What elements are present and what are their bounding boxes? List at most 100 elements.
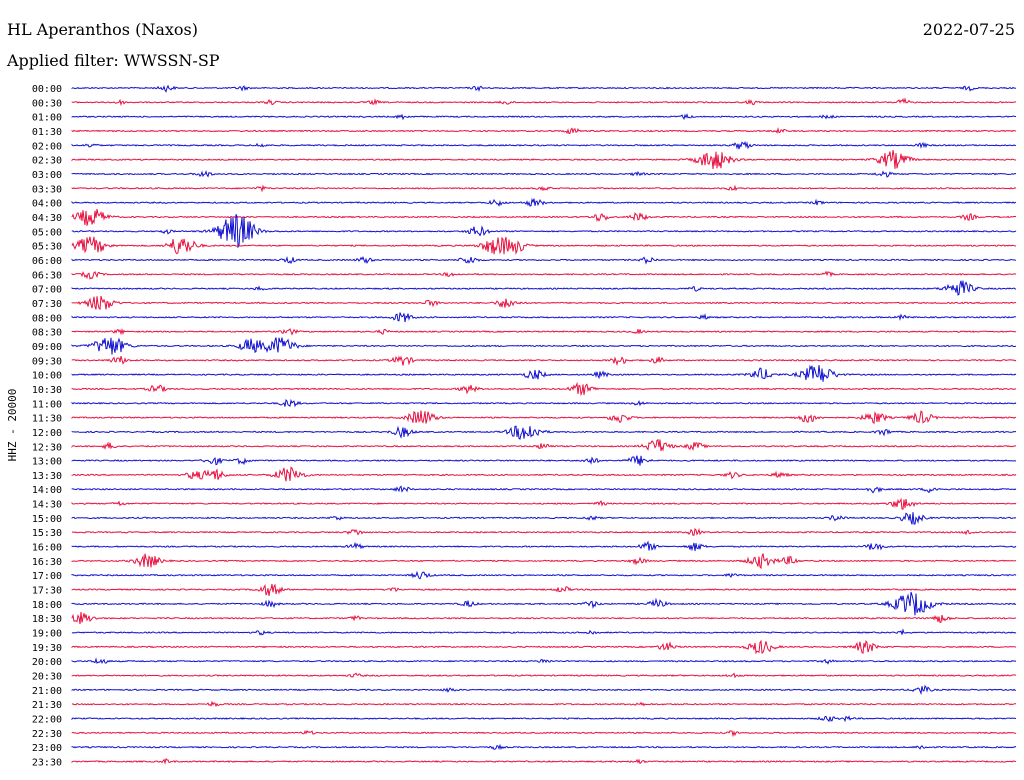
trace-label: 23:00 [32,743,62,754]
trace-waveform [71,312,1017,323]
trace-label: 05:00 [32,227,62,238]
trace-label: 09:00 [32,342,62,353]
trace-label: 19:30 [32,643,62,654]
trace-label: 07:00 [32,285,62,296]
trace-waveform [71,485,1017,494]
trace-waveform [71,466,1017,482]
trace-label: 01:00 [32,113,62,124]
trace-label: 22:00 [32,715,62,726]
trace-waveform [71,570,1017,580]
trace-label: 06:30 [32,270,62,281]
trace-waveform [71,280,1017,296]
trace-waveform [71,364,1017,382]
trace-label: 04:30 [32,213,62,224]
trace-waveform [71,700,1016,708]
trace-waveform [71,214,1017,249]
y-axis-label: HHZ - 20000 [6,389,19,462]
trace-waveform [71,497,1017,510]
trace-label: 02:30 [32,156,62,167]
trace-label: 11:00 [32,399,62,410]
trace-waveform [71,295,1017,311]
trace-label: 03:00 [32,170,62,181]
filter-label: Applied filter: WWSSN-SP [7,51,220,70]
trace-waveform [71,715,1017,723]
trace-label: 12:30 [32,442,62,453]
trace-label: 17:00 [32,571,62,582]
trace-waveform [71,398,1017,408]
trace-waveform [71,611,1017,624]
trace-waveform [71,410,1017,425]
trace-label: 20:00 [32,657,62,668]
trace-label: 18:00 [32,600,62,611]
trace-label: 00:30 [32,98,62,109]
trace-waveform [71,540,1017,552]
trace-waveform [71,527,1017,536]
trace-label: 12:00 [32,428,62,439]
trace-waveform [71,439,1017,452]
trace-waveform [71,425,1017,440]
trace-label: 23:30 [32,758,62,769]
trace-label: 17:30 [32,586,62,597]
trace-waveform [71,743,1017,751]
trace-label: 21:00 [32,686,62,697]
trace-waveform [71,355,1017,367]
trace-waveform [71,455,1017,466]
trace-label: 18:30 [32,614,62,625]
trace-label: 15:00 [32,514,62,525]
trace-label: 05:30 [32,242,62,253]
trace-waveform [71,512,1017,525]
trace-waveform [71,113,1017,121]
record-date: 2022-07-25 [922,20,1015,39]
trace-label: 21:30 [32,700,62,711]
trace-waveform [71,236,1017,255]
trace-waveform [71,337,1017,355]
trace-waveform [71,209,1017,226]
trace-waveform [71,126,1017,135]
trace-waveform [71,583,1017,596]
trace-waveform [71,140,1017,150]
trace-waveform [71,270,1017,280]
trace-label: 14:00 [32,485,62,496]
trace-label: 08:30 [32,328,62,339]
trace-waveform [71,256,1017,265]
trace-waveform [71,184,1017,193]
trace-waveform [71,170,1017,178]
trace-waveform [71,591,1017,616]
trace-waveform [71,150,1017,169]
traces-group: 00:00 00:30 01:00 01:30 02:00 02:30 03:00 03:30… [32,84,1017,769]
trace-label: 13:00 [32,457,62,468]
trace-label: 01:30 [32,127,62,138]
trace-waveform [71,672,1017,679]
trace-label: 15:30 [32,528,62,539]
trace-waveform [71,97,1016,107]
trace-label: 20:30 [32,672,62,683]
trace-label: 22:30 [32,729,62,740]
trace-waveform [71,197,1017,207]
trace-label: 13:30 [32,471,62,482]
trace-label: 14:30 [32,500,62,511]
trace-label: 07:30 [32,299,62,310]
trace-waveform [71,757,1017,765]
trace-label: 08:00 [32,313,62,324]
station-title: HL Aperanthos (Naxos) [7,20,198,39]
trace-label: 10:30 [32,385,62,396]
trace-waveform [71,684,1017,696]
trace-label: 16:00 [32,543,62,554]
trace-label: 04:00 [32,199,62,210]
trace-label: 02:00 [32,141,62,152]
trace-label: 00:00 [32,84,62,95]
trace-waveform [71,628,1017,636]
trace-waveform [71,553,1017,570]
trace-waveform [71,729,1017,738]
trace-label: 03:30 [32,184,62,195]
trace-label: 11:30 [32,414,62,425]
trace-waveform [71,381,1017,397]
trace-label: 06:00 [32,256,62,267]
trace-label: 19:00 [32,629,62,640]
trace-waveform [71,639,1017,655]
trace-label: 16:30 [32,557,62,568]
trace-waveform [71,84,1017,93]
trace-waveform [71,657,1017,665]
trace-waveform [71,328,1016,336]
trace-label: 09:30 [32,356,62,367]
